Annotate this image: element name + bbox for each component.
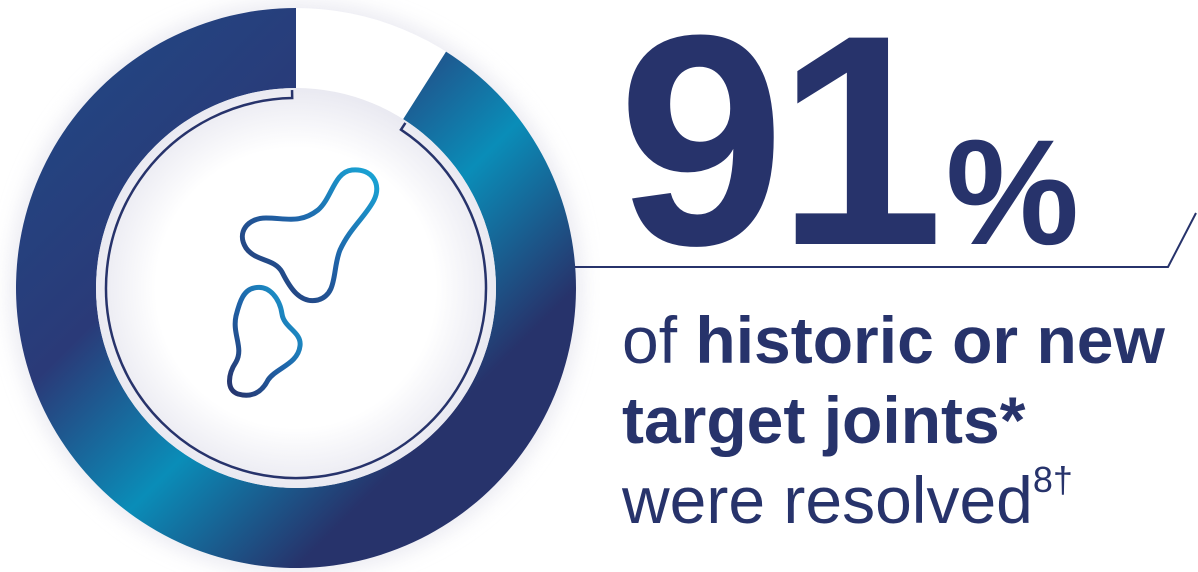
caption-prefix: of (622, 303, 678, 377)
caption-footnote: 8† (1032, 459, 1073, 500)
headline-value: 91 (618, 0, 944, 308)
caption-bold-1: historic or new (695, 303, 1165, 377)
joint-bone-icon (227, 167, 380, 398)
caption-line-3-text: were resolved (622, 463, 1033, 537)
headline-unit: % (945, 108, 1080, 276)
caption-line-1: of historic or new (622, 300, 1165, 380)
divider-line (575, 212, 1197, 268)
donut-inner-face (96, 88, 496, 488)
caption-text: of historic or new target joints* were r… (622, 300, 1165, 540)
headline-percentage: 91 % (618, 0, 1079, 308)
caption-bold-2: target joints* (622, 383, 1026, 457)
donut-inner-line (104, 90, 488, 480)
caption-line-3: were resolved8† (622, 460, 1165, 540)
donut-chart (10, 2, 582, 572)
caption-line-2: target joints* (622, 380, 1165, 460)
